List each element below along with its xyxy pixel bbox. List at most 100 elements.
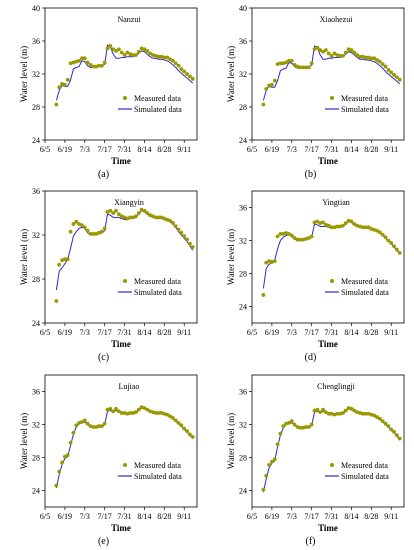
measured-data-point <box>145 407 150 412</box>
simulated-series-line <box>262 45 401 101</box>
x-tick-label: 8/14 <box>137 512 151 521</box>
measured-data-point <box>142 208 147 213</box>
legend-measured-label: Measured data <box>341 461 388 470</box>
x-tick-label: 7/31 <box>117 145 131 154</box>
y-tick-label: 24 <box>239 303 247 312</box>
x-axis-label: Time <box>111 339 131 349</box>
x-tick-label: 7/17 <box>305 328 319 337</box>
measured-data-point <box>145 49 150 53</box>
y-tick-label: 32 <box>239 70 247 79</box>
plot-frame <box>44 374 198 508</box>
measured-data-point <box>383 421 388 426</box>
measured-data-point <box>102 60 107 65</box>
y-axis-label: Water level (m) <box>226 229 236 285</box>
measured-data-point <box>99 229 104 234</box>
measured-data-point <box>343 408 348 413</box>
measured-data-point <box>389 70 394 75</box>
y-tick-label: 24 <box>32 487 40 496</box>
panel-label: (e) <box>97 536 110 547</box>
x-tick-label: 6/19 <box>58 328 72 337</box>
measured-data-point <box>134 410 138 415</box>
measured-data-point <box>74 423 79 428</box>
measured-data-point <box>134 214 138 219</box>
measured-data-point <box>312 47 317 52</box>
panel-label: (c) <box>97 352 110 363</box>
measured-data-point <box>394 75 399 80</box>
measured-data-point <box>309 422 314 427</box>
measured-data-point <box>187 432 192 437</box>
measured-data-point <box>298 425 303 430</box>
measured-data-point <box>173 418 178 423</box>
measured-data-point <box>343 50 348 55</box>
measured-data-point <box>386 67 391 72</box>
panel-label: (a) <box>97 169 110 180</box>
x-axis-label: Time <box>318 523 338 533</box>
measured-data-point <box>323 48 328 52</box>
measured-data-point <box>377 416 382 421</box>
measured-data-point <box>321 49 325 54</box>
measured-data-point <box>168 218 172 223</box>
measured-data-point <box>162 55 167 60</box>
measured-data-point <box>114 208 118 213</box>
measured-data-point <box>91 64 96 69</box>
measured-data-point <box>326 51 331 56</box>
measured-data-point <box>352 408 357 413</box>
plot-frame <box>251 374 405 508</box>
x-tick-label: 7/31 <box>117 512 131 521</box>
measured-data-point <box>68 229 73 234</box>
measured-data-point <box>338 53 342 58</box>
measured-data-point <box>165 55 170 60</box>
measured-data-point <box>85 60 90 65</box>
x-tick-label: 8/14 <box>344 512 358 521</box>
measured-data-point <box>278 232 283 236</box>
y-tick-label: 40 <box>239 4 247 13</box>
measured-data-point <box>275 234 280 239</box>
x-tick-label: 6/19 <box>58 512 72 521</box>
measured-data-point <box>264 86 269 91</box>
measured-data-point <box>57 85 62 90</box>
legend-simulated-label: Simulated data <box>134 105 182 114</box>
measured-data-point <box>62 454 67 459</box>
legend-simulated-label: Simulated data <box>341 288 389 297</box>
x-tick-label: 7/3 <box>80 145 90 154</box>
measured-data-point <box>182 234 187 238</box>
y-tick-label: 32 <box>239 421 247 430</box>
measured-data-point <box>281 424 286 429</box>
legend-simulated-label: Simulated data <box>134 472 182 481</box>
y-tick-label: 24 <box>239 136 247 145</box>
chart-panel: 6/5 6/19 7/3 7/17 7/31 8/14 8/28 9/11 24 28 32 36 Ti… <box>226 374 405 533</box>
measured-data-point <box>114 49 118 53</box>
measured-data-point <box>114 406 118 411</box>
measured-data-point <box>173 224 178 229</box>
measured-data-point <box>383 64 388 69</box>
measured-data-point <box>148 51 153 56</box>
measured-data-point <box>108 44 113 48</box>
measured-data-point <box>136 211 141 215</box>
y-axis-label: Water level (m) <box>19 413 29 469</box>
measured-data-point <box>341 53 345 58</box>
chart-panel: 6/5 6/19 7/3 7/17 7/31 8/14 8/28 9/11 24 28 32 36 40… <box>19 4 198 166</box>
measured-data-point <box>170 58 175 63</box>
x-tick-label: 7/3 <box>287 145 297 154</box>
x-tick-label: 8/14 <box>344 328 358 337</box>
measured-data-point <box>272 457 277 462</box>
x-tick-label: 7/31 <box>324 145 338 154</box>
measured-data-point <box>292 422 297 427</box>
measured-data-point <box>355 53 360 57</box>
x-axis-label: Time <box>111 156 131 166</box>
measured-data-point <box>341 223 345 228</box>
measured-data-point <box>372 56 377 61</box>
measured-data-point <box>397 436 402 441</box>
y-tick-label: 36 <box>239 388 247 397</box>
measured-data-point <box>326 411 331 416</box>
measured-data-point <box>88 63 93 67</box>
legend-measured-label: Measured data <box>341 277 388 286</box>
measured-data-point <box>54 299 59 303</box>
legend-measured-marker <box>330 96 334 100</box>
station-title: Chenglingji <box>317 382 356 391</box>
measured-data-point <box>264 260 269 265</box>
measured-data-point <box>380 62 385 66</box>
measured-data-point <box>394 433 399 438</box>
plot-frame <box>44 7 198 141</box>
x-tick-label: 8/14 <box>137 328 151 337</box>
